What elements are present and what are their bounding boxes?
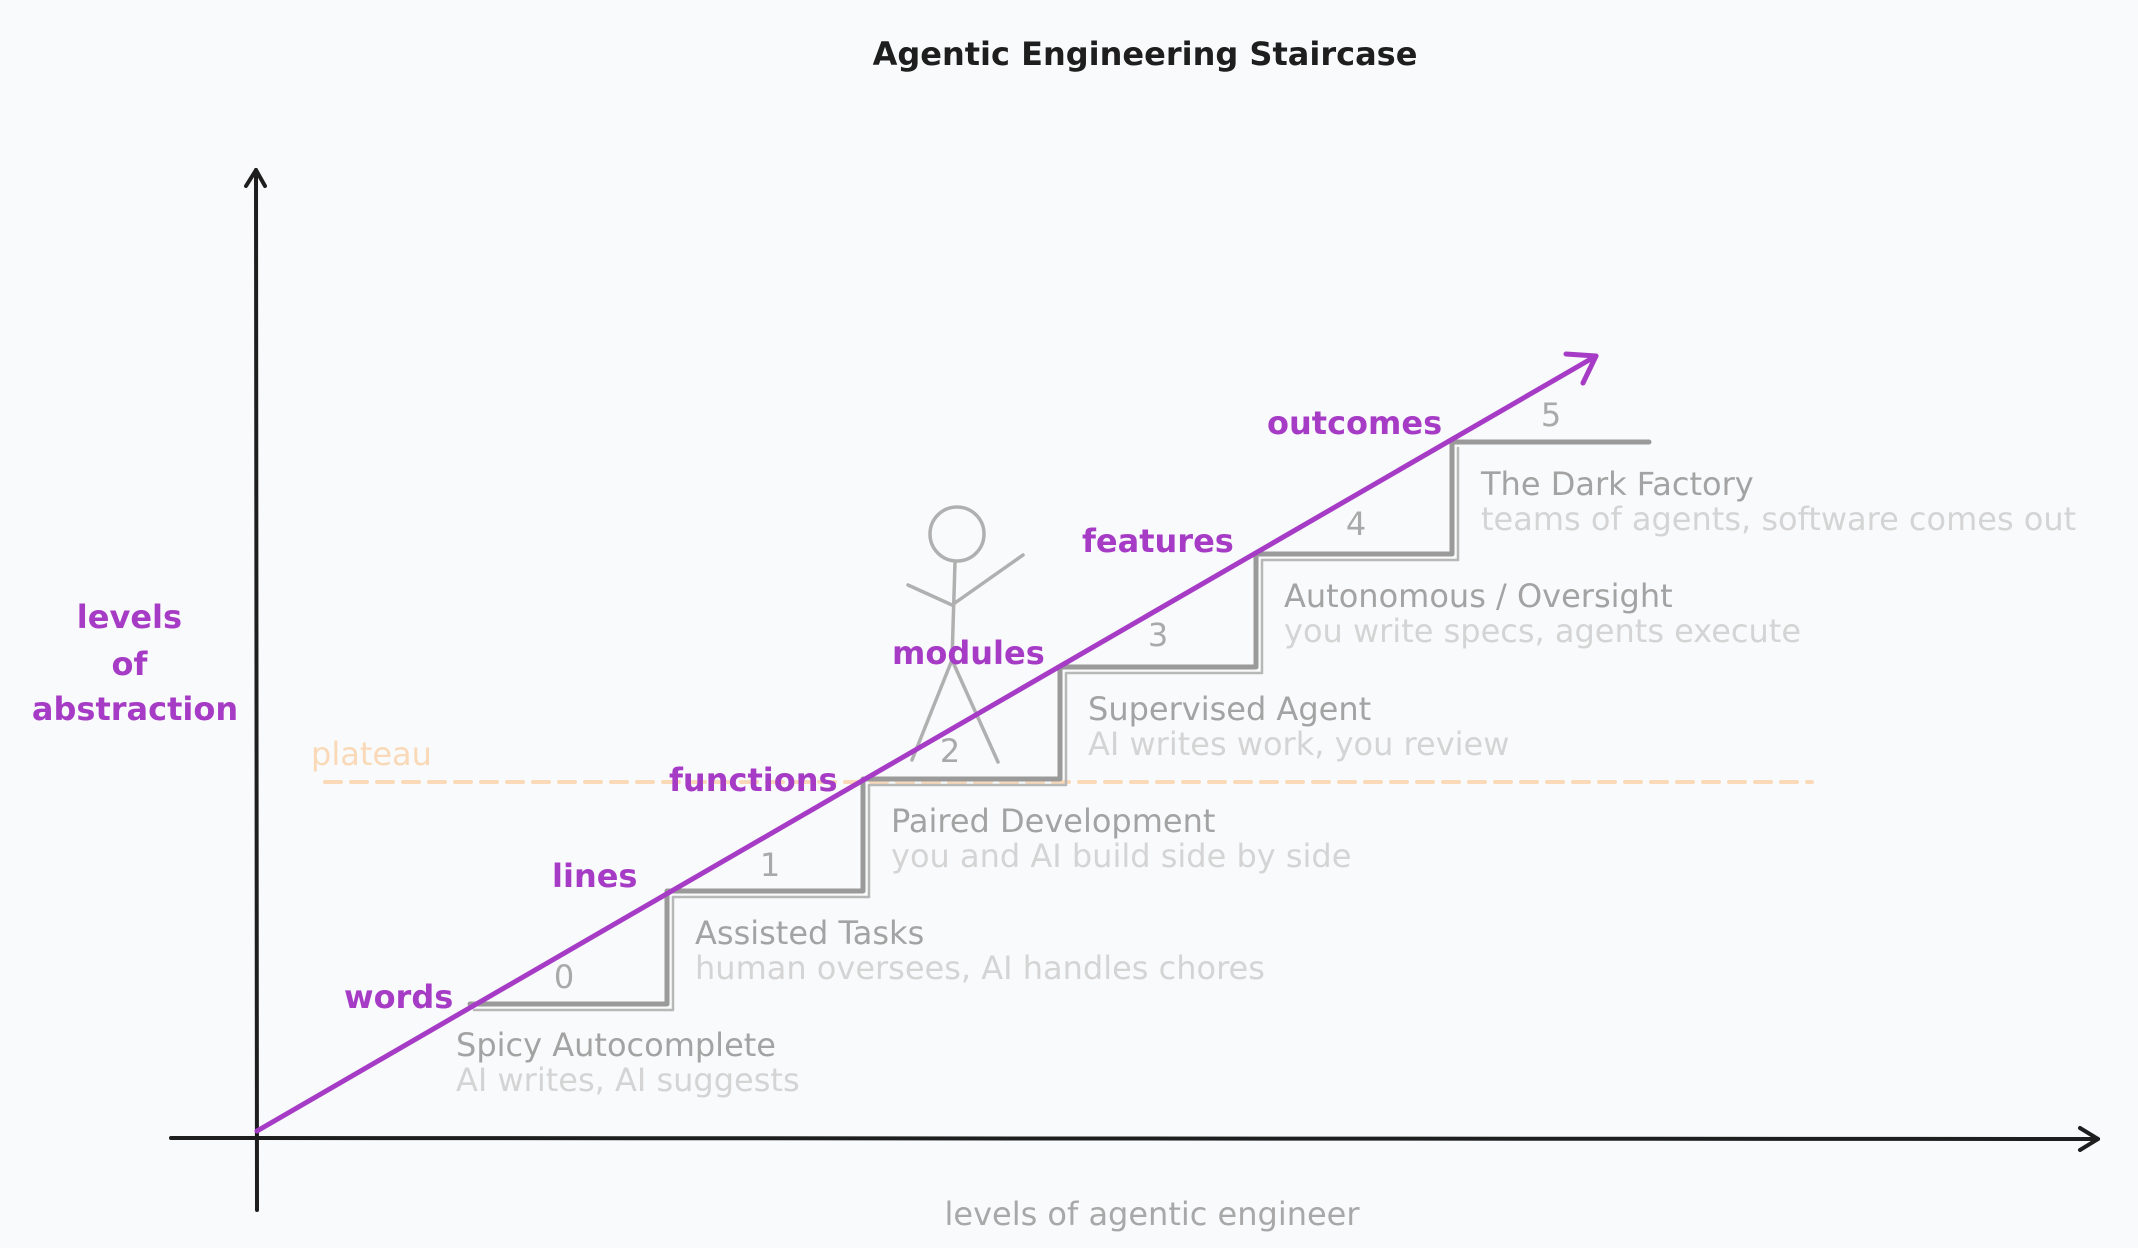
- figure-arms: [906, 553, 1025, 607]
- step-number-5: 5: [1541, 396, 1561, 434]
- y-axis-label: levels of abstraction: [32, 598, 238, 728]
- step-title-2: Paired Development: [891, 802, 1215, 840]
- abstraction-label-lines: lines: [552, 857, 637, 895]
- step-title-5: The Dark Factory: [1480, 465, 1754, 503]
- abstraction-line: [254, 353, 1599, 1134]
- step-title-4: Autonomous / Oversight: [1284, 577, 1673, 615]
- plateau: plateau: [311, 735, 1814, 784]
- abstraction-arrowhead: [1563, 351, 1599, 386]
- step-desc-1: human oversees, AI handles chores: [695, 949, 1265, 987]
- y-axis-label-line-3: abstraction: [32, 690, 238, 728]
- step-title-0: Spicy Autocomplete: [456, 1026, 776, 1064]
- step-title-1: Assisted Tasks: [695, 914, 924, 952]
- abstraction-label-words: words: [344, 978, 453, 1016]
- figure-head: [928, 505, 986, 563]
- abstraction-label-modules: modules: [892, 634, 1045, 672]
- step-number-4: 4: [1346, 505, 1366, 543]
- stair-outline-sketch: [472, 446, 1460, 1012]
- step-desc-0: AI writes, AI suggests: [456, 1061, 800, 1099]
- x-axis-label: levels of agentic engineer: [944, 1195, 1360, 1233]
- step-number-2: 2: [940, 732, 960, 770]
- step-number-0: 0: [554, 958, 574, 996]
- abstraction-label-features: features: [1082, 522, 1234, 560]
- stair-outline: [467, 439, 1652, 1007]
- step-number-3: 3: [1148, 616, 1168, 654]
- figure-legs: [910, 658, 1000, 764]
- abstraction-label-functions: functions: [669, 761, 838, 799]
- y-axis-label-line-1: levels: [77, 598, 182, 636]
- y-axis-label-line-2: of: [111, 645, 148, 683]
- abstraction-label-outcomes: outcomes: [1267, 404, 1442, 442]
- step-numbers: 0 1 2 3 4 5: [554, 396, 1561, 996]
- step-desc-3: AI writes work, you review: [1088, 725, 1509, 763]
- step-labels: Spicy Autocomplete AI writes, AI suggest…: [456, 465, 2076, 1099]
- abstraction-arrow: [254, 351, 1599, 1134]
- step-desc-2: you and AI build side by side: [891, 837, 1351, 875]
- abstraction-labels: words lines functions modules features o…: [344, 404, 1442, 1016]
- staircase: [467, 439, 1652, 1012]
- step-desc-4: you write specs, agents execute: [1284, 612, 1801, 650]
- x-axis-arrowhead: [2078, 1126, 2100, 1152]
- figure-body: [950, 560, 957, 662]
- step-title-3: Supervised Agent: [1088, 690, 1371, 728]
- y-axis-arrowhead: [244, 168, 267, 188]
- y-axis: [254, 168, 259, 1212]
- step-number-1: 1: [760, 846, 780, 884]
- x-axis: [169, 1136, 2100, 1141]
- stick-figure: [906, 505, 1025, 764]
- plateau-label: plateau: [311, 735, 432, 773]
- diagram-title: Agentic Engineering Staircase: [873, 35, 1418, 73]
- step-desc-5: teams of agents, software comes out: [1481, 500, 2076, 538]
- axes: [169, 168, 2100, 1212]
